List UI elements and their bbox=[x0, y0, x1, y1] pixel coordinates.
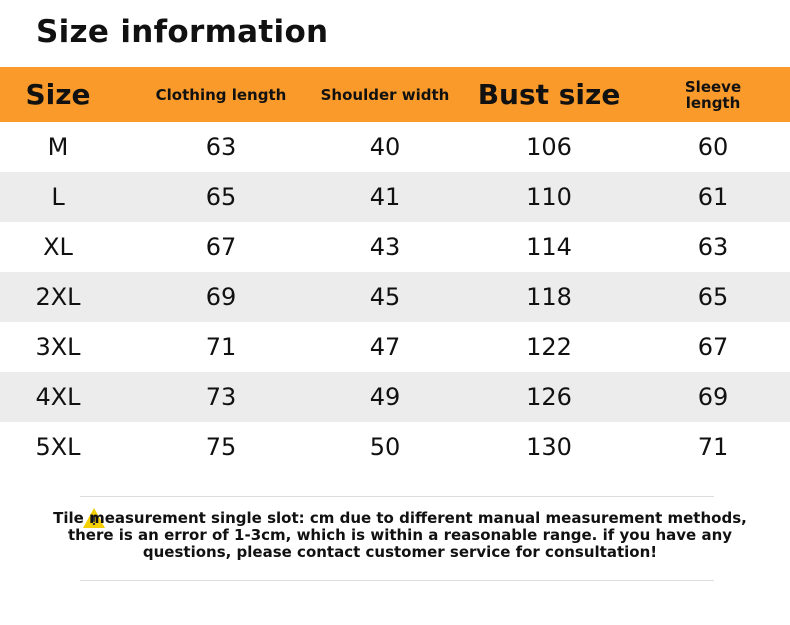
table-cell: 114 bbox=[526, 233, 572, 261]
table-cell: 50 bbox=[369, 433, 401, 461]
table-cell: 5XL bbox=[35, 433, 81, 461]
header-cell: Size bbox=[25, 77, 91, 111]
table-cell: 67 bbox=[697, 333, 729, 361]
table-cell: 110 bbox=[526, 183, 572, 211]
table-cell: 69 bbox=[205, 283, 237, 311]
table-cell: 106 bbox=[526, 133, 572, 161]
table-cell: 71 bbox=[697, 433, 729, 461]
warning-icon: ! bbox=[83, 508, 105, 528]
table-row: XL 67 43 114 63 bbox=[0, 222, 790, 272]
table-cell: 49 bbox=[369, 383, 401, 411]
table-cell: 60 bbox=[697, 133, 729, 161]
table-cell: 63 bbox=[697, 233, 729, 261]
title: Size information bbox=[36, 14, 329, 50]
header-cell: Sleeve length bbox=[684, 77, 742, 112]
divider bbox=[80, 496, 714, 497]
table-cell: 63 bbox=[205, 133, 237, 161]
table-cell: L bbox=[51, 183, 65, 211]
table-cell: 122 bbox=[526, 333, 572, 361]
table-cell: 65 bbox=[205, 183, 237, 211]
table-cell: 67 bbox=[205, 233, 237, 261]
table-header: Size Clothing length Shoulder width Bust si… bbox=[0, 67, 790, 122]
table-cell: 65 bbox=[697, 283, 729, 311]
table-cell: 40 bbox=[369, 133, 401, 161]
table-row: L 65 41 110 61 bbox=[0, 172, 790, 222]
header-cell: Shoulder width bbox=[320, 85, 450, 104]
table-cell: 130 bbox=[526, 433, 572, 461]
table-cell: 2XL bbox=[35, 283, 81, 311]
table-cell: 71 bbox=[205, 333, 237, 361]
table-cell: 75 bbox=[205, 433, 237, 461]
table-cell: XL bbox=[43, 233, 73, 261]
table-cell: 43 bbox=[369, 233, 401, 261]
table-cell: 41 bbox=[369, 183, 401, 211]
table-cell: 47 bbox=[369, 333, 401, 361]
table-cell: 69 bbox=[697, 383, 729, 411]
note: Tile measurement single slot: cm due to … bbox=[53, 509, 747, 561]
divider bbox=[80, 580, 714, 581]
table-cell: 118 bbox=[526, 283, 572, 311]
table-cell: 45 bbox=[369, 283, 401, 311]
table-cell: 3XL bbox=[35, 333, 81, 361]
table-cell: 61 bbox=[697, 183, 729, 211]
table-cell: 126 bbox=[526, 383, 572, 411]
header-cell: Clothing length bbox=[155, 85, 287, 104]
table-row: M 63 40 106 60 bbox=[0, 122, 790, 172]
svg-text:!: ! bbox=[91, 514, 96, 528]
table-row: 3XL 71 47 122 67 bbox=[0, 322, 790, 372]
table-row: 5XL 75 50 130 71 bbox=[0, 422, 790, 472]
header-cell: Bust size bbox=[477, 77, 621, 111]
table-row: 4XL 73 49 126 69 bbox=[0, 372, 790, 422]
table-cell: M bbox=[47, 133, 69, 161]
table-cell: 73 bbox=[205, 383, 237, 411]
table-row: 2XL 69 45 118 65 bbox=[0, 272, 790, 322]
table-cell: 4XL bbox=[35, 383, 81, 411]
